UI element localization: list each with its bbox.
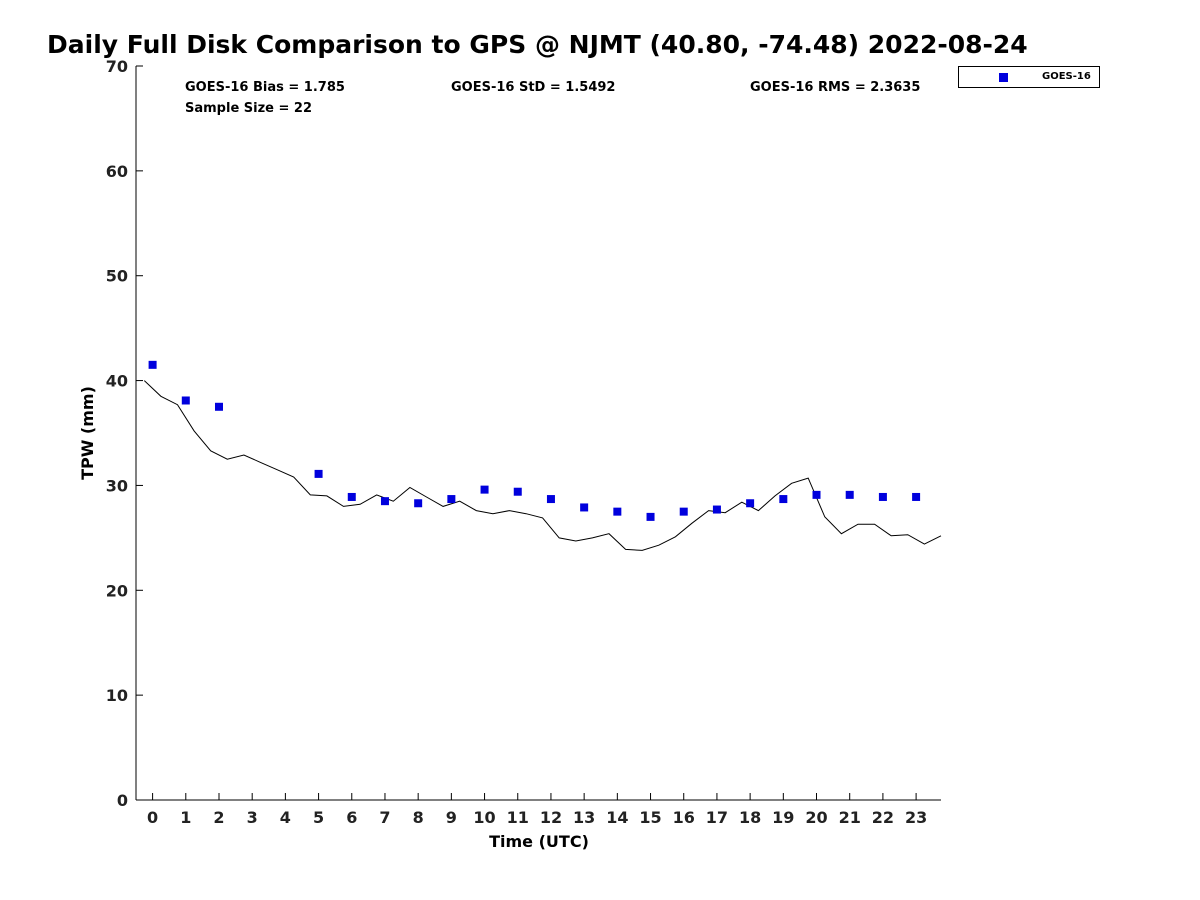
goes16-point <box>513 487 522 496</box>
x-tick-label: 11 <box>507 808 529 827</box>
goes16-point <box>878 492 887 501</box>
x-tick-label: 14 <box>606 808 628 827</box>
x-tick-label: 15 <box>639 808 661 827</box>
goes16-point <box>812 490 821 499</box>
x-tick-label: 10 <box>473 808 495 827</box>
y-tick-label: 60 <box>106 162 128 181</box>
goes16-point <box>912 492 921 501</box>
x-tick-label: 5 <box>313 808 324 827</box>
goes16-point <box>712 505 721 514</box>
x-tick-label: 16 <box>673 808 695 827</box>
y-axis-label: TPW (mm) <box>78 386 97 480</box>
x-tick-label: 7 <box>379 808 390 827</box>
x-tick-label: 20 <box>805 808 827 827</box>
gps-line-path <box>143 380 942 551</box>
goes16-point <box>447 495 456 504</box>
x-tick-label: 3 <box>247 808 258 827</box>
goes16-point <box>679 507 688 516</box>
goes16-point <box>646 512 655 521</box>
goes16-point <box>380 497 389 506</box>
rms-annotation: GOES-16 RMS = 2.3635 <box>750 80 921 95</box>
goes16-series-points <box>148 360 921 521</box>
goes16-point <box>845 490 854 499</box>
sample-size-annotation: Sample Size = 22 <box>185 101 313 116</box>
goes16-point <box>613 507 622 516</box>
axes <box>135 66 941 801</box>
goes16-point <box>347 492 356 501</box>
x-axis-ticks: 0 1 2 3 4 5 6 7 8 9 10 11 12 13 14 15 16 17 18 19 20 21 22 23 <box>147 793 927 827</box>
x-tick-label: 6 <box>346 808 357 827</box>
x-tick-label: 18 <box>739 808 761 827</box>
y-tick-label: 0 <box>117 791 128 810</box>
legend-label-goes16: GOES-16 <box>1042 71 1091 82</box>
legend-marker-goes16 <box>999 73 1008 82</box>
goes16-point <box>746 499 755 508</box>
x-tick-label: 23 <box>905 808 927 827</box>
y-tick-label: 20 <box>106 581 128 600</box>
goes16-point <box>546 495 555 504</box>
goes16-point <box>181 396 190 405</box>
goes16-point <box>580 503 589 512</box>
x-tick-label: 1 <box>180 808 191 827</box>
x-tick-label: 0 <box>147 808 158 827</box>
goes16-point <box>214 402 223 411</box>
goes16-point <box>148 360 157 369</box>
bias-annotation: GOES-16 Bias = 1.785 <box>185 80 345 95</box>
chart-title: Daily Full Disk Comparison to GPS @ NJMT… <box>47 30 1028 59</box>
goes16-point <box>480 485 489 494</box>
x-tick-label: 19 <box>772 808 794 827</box>
x-tick-label: 9 <box>446 808 457 827</box>
goes16-point <box>779 495 788 504</box>
x-tick-label: 17 <box>706 808 728 827</box>
x-tick-label: 2 <box>213 808 224 827</box>
y-tick-label: 30 <box>106 476 128 495</box>
x-tick-label: 8 <box>413 808 424 827</box>
y-axis-ticks: 0 10 20 30 40 50 60 70 <box>106 57 143 810</box>
y-tick-label: 50 <box>106 267 128 286</box>
x-tick-label: 21 <box>839 808 861 827</box>
x-tick-label: 13 <box>573 808 595 827</box>
goes16-point <box>414 499 423 508</box>
legend: GOES-16 <box>958 66 1100 88</box>
y-tick-label: 10 <box>106 686 128 705</box>
x-axis-label: Time (UTC) <box>489 832 589 851</box>
y-tick-label: 70 <box>106 57 128 76</box>
x-tick-label: 12 <box>540 808 562 827</box>
gps-series-line <box>143 380 942 551</box>
y-tick-label: 40 <box>106 372 128 391</box>
goes16-point <box>314 469 323 478</box>
std-annotation: GOES-16 StD = 1.5492 <box>451 80 616 95</box>
x-tick-label: 22 <box>872 808 894 827</box>
x-tick-label: 4 <box>280 808 291 827</box>
